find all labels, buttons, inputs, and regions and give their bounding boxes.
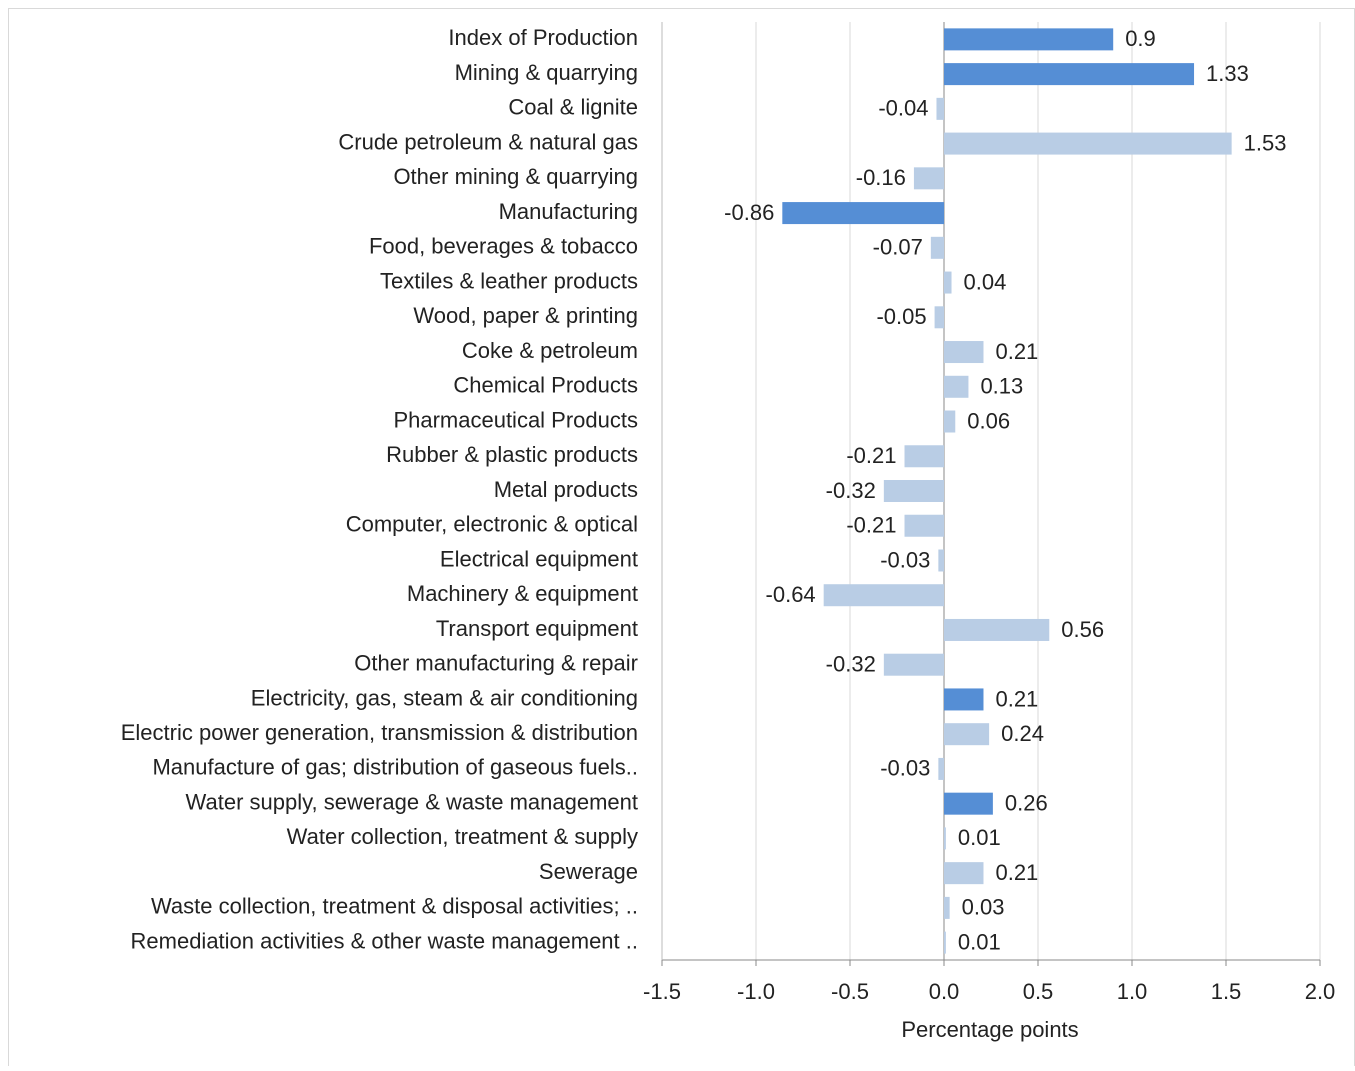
y-tick-label: Wood, paper & printing: [413, 303, 638, 328]
y-tick-label: Computer, electronic & optical: [346, 512, 638, 537]
value-label: 0.13: [980, 374, 1023, 399]
value-label: 0.9: [1125, 26, 1156, 51]
x-tick-label: 0.0: [929, 979, 960, 1004]
bar: [934, 306, 944, 329]
value-label: -0.64: [766, 582, 816, 607]
bar: [944, 896, 950, 919]
value-label: -0.21: [846, 443, 896, 468]
value-label: -0.04: [878, 96, 928, 121]
bar: [930, 236, 944, 259]
value-label: 0.26: [1005, 790, 1048, 815]
y-tick-label: Water supply, sewerage & waste managemen…: [186, 789, 638, 814]
bar: [944, 723, 990, 746]
y-tick-label: Index of Production: [448, 25, 638, 50]
value-label: 0.01: [958, 825, 1001, 850]
bar: [944, 827, 946, 850]
value-label: 1.33: [1206, 61, 1249, 86]
value-label: 0.06: [967, 408, 1010, 433]
bar: [944, 618, 1050, 641]
value-label: 0.21: [995, 860, 1038, 885]
value-label: -0.86: [724, 200, 774, 225]
bar: [823, 584, 944, 607]
y-tick-label: Electrical equipment: [440, 546, 638, 571]
value-label: -0.03: [880, 547, 930, 572]
x-axis-title: Percentage points: [901, 1017, 1078, 1042]
y-tick-label: Waste collection, treatment & disposal a…: [151, 894, 638, 919]
bar: [936, 97, 944, 120]
bar: [944, 410, 956, 433]
y-tick-label: Metal products: [494, 477, 638, 502]
bar: [883, 480, 944, 502]
value-label: -0.05: [876, 304, 926, 329]
x-tick-label: 1.0: [1117, 979, 1148, 1004]
value-label: -0.32: [826, 652, 876, 677]
bar: [904, 514, 944, 537]
y-tick-label: Coal & lignite: [508, 95, 638, 120]
y-tick-label: Sewerage: [539, 859, 638, 884]
bar: [904, 445, 944, 468]
y-tick-label: Machinery & equipment: [407, 581, 638, 606]
bar: [944, 28, 1114, 51]
y-tick-label: Manufacture of gas; distribution of gase…: [152, 755, 638, 780]
value-label: 1.53: [1244, 130, 1287, 155]
value-label: 0.21: [995, 339, 1038, 364]
bar: [938, 549, 944, 572]
y-tick-label: Water collection, treatment & supply: [287, 824, 638, 849]
value-label: 0.04: [964, 269, 1007, 294]
x-tick-label: -1.5: [643, 979, 681, 1004]
bar: [944, 688, 984, 711]
value-label: -0.07: [873, 235, 923, 260]
y-tick-label: Crude petroleum & natural gas: [338, 129, 638, 154]
value-label: 0.01: [958, 929, 1001, 954]
bar: [944, 931, 946, 954]
value-label: 0.56: [1061, 617, 1104, 642]
y-tick-label: Pharmaceutical Products: [393, 407, 638, 432]
x-tick-label: -0.5: [831, 979, 869, 1004]
y-tick-label: Electricity, gas, steam & air conditioni…: [251, 685, 638, 710]
y-tick-label: Textiles & leather products: [380, 268, 638, 293]
bar: [944, 341, 984, 364]
value-label: 0.24: [1001, 721, 1044, 746]
x-tick-label: 1.5: [1211, 979, 1242, 1004]
bar: [944, 63, 1195, 86]
value-label: -0.16: [856, 165, 906, 190]
value-label: -0.21: [846, 513, 896, 538]
x-tick-label: 0.5: [1023, 979, 1054, 1004]
y-tick-label: Electric power generation, transmission …: [121, 720, 638, 745]
bar: [944, 792, 993, 815]
bar: [883, 653, 944, 676]
y-tick-label: Coke & petroleum: [462, 338, 638, 363]
value-label: 0.03: [962, 895, 1005, 920]
x-tick-label: -1.0: [737, 979, 775, 1004]
bar: [944, 862, 984, 885]
value-label: 0.21: [995, 686, 1038, 711]
y-tick-label: Chemical Products: [453, 373, 638, 398]
y-tick-label: Transport equipment: [436, 616, 638, 641]
value-label: -0.32: [826, 478, 876, 503]
x-tick-label: 2.0: [1305, 979, 1336, 1004]
y-tick-label: Other manufacturing & repair: [354, 651, 638, 676]
bar: [944, 271, 952, 294]
y-tick-label: Food, beverages & tobacco: [369, 234, 638, 259]
y-tick-label: Mining & quarrying: [455, 60, 638, 85]
bar: [782, 202, 944, 225]
y-tick-label: Remediation activities & other waste man…: [131, 928, 638, 953]
bar: [944, 132, 1232, 155]
y-tick-label: Other mining & quarrying: [393, 164, 638, 189]
y-tick-label: Rubber & plastic products: [386, 442, 638, 467]
bar: [913, 167, 944, 190]
bar: [938, 757, 944, 780]
bar: [944, 375, 969, 398]
value-label: -0.03: [880, 756, 930, 781]
y-tick-label: Manufacturing: [499, 199, 638, 224]
